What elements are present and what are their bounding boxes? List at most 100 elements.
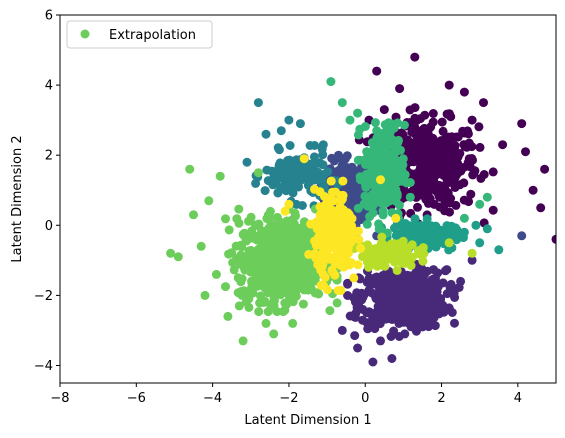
data-point bbox=[446, 112, 456, 122]
data-point bbox=[389, 123, 399, 133]
data-point bbox=[395, 84, 405, 94]
x-tick-label: 0 bbox=[361, 391, 369, 406]
data-point bbox=[269, 329, 279, 339]
data-point bbox=[253, 168, 263, 178]
data-point bbox=[482, 192, 492, 202]
data-point bbox=[244, 302, 254, 312]
data-point bbox=[412, 170, 422, 180]
data-point bbox=[403, 309, 413, 319]
data-point bbox=[318, 269, 328, 279]
data-point bbox=[456, 166, 466, 176]
data-point bbox=[397, 176, 407, 186]
data-point bbox=[474, 122, 484, 132]
data-point bbox=[376, 278, 386, 288]
data-point bbox=[444, 80, 454, 90]
data-point bbox=[398, 154, 408, 164]
data-point bbox=[343, 291, 353, 300]
data-point bbox=[302, 258, 312, 268]
data-point bbox=[349, 311, 359, 321]
data-point bbox=[361, 177, 371, 187]
data-point bbox=[528, 185, 538, 195]
data-point bbox=[332, 298, 342, 308]
data-point bbox=[368, 357, 378, 367]
data-point bbox=[440, 303, 450, 313]
data-point bbox=[420, 297, 430, 307]
x-tick-label: −4 bbox=[203, 391, 222, 406]
data-point bbox=[234, 301, 244, 311]
data-point bbox=[376, 307, 386, 317]
data-point bbox=[263, 307, 273, 317]
data-point bbox=[337, 325, 347, 335]
legend-label: Extrapolation bbox=[109, 28, 196, 43]
data-point bbox=[411, 305, 421, 315]
data-point bbox=[265, 274, 275, 284]
data-point bbox=[334, 150, 343, 160]
data-point bbox=[421, 151, 431, 160]
data-point bbox=[376, 336, 385, 346]
data-point bbox=[389, 283, 399, 293]
data-point bbox=[391, 255, 401, 265]
data-point bbox=[368, 208, 378, 218]
data-point bbox=[425, 194, 435, 204]
data-point bbox=[356, 243, 365, 253]
data-point bbox=[372, 315, 382, 325]
data-point bbox=[233, 288, 243, 298]
data-point bbox=[282, 235, 292, 245]
y-tick-label: −4 bbox=[34, 359, 53, 374]
data-point bbox=[211, 269, 221, 279]
data-point bbox=[264, 244, 274, 254]
data-point bbox=[273, 187, 283, 197]
data-point bbox=[341, 257, 351, 267]
data-point bbox=[458, 126, 468, 136]
data-point bbox=[407, 240, 417, 250]
data-point bbox=[440, 135, 449, 145]
data-point bbox=[331, 187, 340, 197]
data-point bbox=[259, 252, 269, 262]
data-point bbox=[189, 210, 198, 220]
data-point bbox=[343, 248, 353, 258]
y-tick-label: −2 bbox=[34, 289, 53, 304]
data-point bbox=[378, 243, 388, 253]
data-point bbox=[343, 278, 353, 288]
data-point bbox=[319, 224, 329, 234]
data-point bbox=[339, 210, 349, 220]
data-point bbox=[215, 171, 225, 181]
data-point bbox=[449, 288, 459, 298]
data-point bbox=[299, 154, 309, 164]
data-point bbox=[200, 290, 210, 300]
data-point bbox=[440, 266, 450, 276]
data-point bbox=[450, 318, 459, 328]
data-point bbox=[422, 214, 432, 224]
data-point bbox=[335, 195, 345, 204]
data-point bbox=[381, 292, 391, 302]
data-point bbox=[429, 183, 439, 193]
data-point bbox=[459, 195, 469, 205]
data-point bbox=[438, 126, 448, 136]
data-point bbox=[391, 213, 401, 223]
data-point bbox=[305, 141, 315, 150]
data-point bbox=[368, 200, 378, 210]
data-point bbox=[428, 117, 438, 127]
data-point bbox=[456, 276, 466, 286]
data-point bbox=[274, 160, 284, 170]
data-point bbox=[360, 122, 370, 131]
data-point bbox=[235, 259, 245, 269]
data-point bbox=[329, 225, 339, 235]
data-point bbox=[428, 223, 438, 233]
data-point bbox=[350, 292, 360, 302]
data-point bbox=[392, 189, 402, 199]
data-point bbox=[234, 218, 244, 228]
data-point bbox=[378, 185, 388, 195]
data-point bbox=[377, 232, 387, 242]
data-point bbox=[350, 331, 360, 341]
data-point bbox=[260, 186, 270, 196]
data-point bbox=[376, 175, 385, 185]
data-point bbox=[389, 326, 399, 336]
data-point bbox=[459, 213, 469, 223]
data-point bbox=[307, 165, 317, 175]
data-point bbox=[433, 150, 443, 160]
data-point bbox=[325, 306, 335, 316]
data-point bbox=[430, 321, 440, 331]
data-point bbox=[282, 256, 292, 266]
data-point bbox=[430, 158, 440, 168]
